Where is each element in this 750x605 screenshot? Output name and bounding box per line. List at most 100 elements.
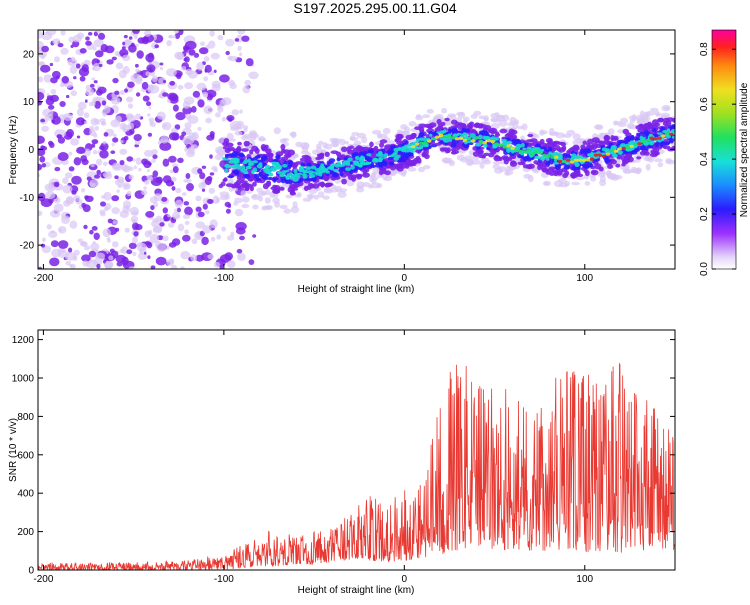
- signal-blob: [237, 141, 242, 146]
- noise-blob: [209, 219, 218, 229]
- noise-blob: [210, 52, 220, 60]
- noise-blob: [192, 90, 201, 98]
- signal-blob: [267, 152, 274, 159]
- signal-blob: [510, 140, 518, 146]
- signal-blob: [521, 123, 528, 131]
- noise-blob: [186, 183, 194, 192]
- signal-blob: [613, 153, 618, 158]
- noise-blob: [102, 141, 107, 145]
- noise-blob: [128, 174, 134, 180]
- signal-blob: [571, 181, 580, 186]
- signal-blob: [241, 135, 249, 141]
- noise-blob: [184, 122, 192, 129]
- noise-blob: [127, 122, 135, 130]
- noise-blob: [167, 92, 178, 101]
- peak-blob: [550, 155, 555, 159]
- signal-blob: [474, 133, 479, 137]
- signal-blob: [260, 190, 266, 196]
- noise-blob: [161, 122, 172, 131]
- signal-blob: [440, 121, 446, 126]
- signal-blob: [254, 147, 260, 154]
- signal-blob: [405, 147, 412, 151]
- noise-blob: [65, 260, 71, 266]
- noise-blob: [99, 118, 106, 123]
- signal-blob: [573, 170, 580, 175]
- noise-blob: [149, 120, 154, 125]
- signal-blob: [262, 183, 269, 190]
- peak-blob: [419, 141, 424, 145]
- noise-blob: [145, 71, 151, 77]
- peak-blob: [669, 132, 674, 136]
- noise-blob: [206, 175, 213, 182]
- noise-blob: [138, 167, 142, 172]
- signal-blob: [248, 162, 255, 166]
- noise-blob: [64, 172, 73, 179]
- noise-blob: [182, 101, 191, 109]
- signal-blob: [558, 178, 567, 184]
- signal-blob: [549, 172, 555, 176]
- signal-blob: [527, 157, 532, 162]
- signal-blob: [234, 197, 243, 204]
- peak-blob: [562, 160, 567, 164]
- signal-blob: [450, 113, 457, 121]
- noise-blob: [97, 86, 107, 94]
- peak-blob: [554, 155, 559, 159]
- signal-blob: [462, 116, 470, 122]
- noise-blob: [61, 215, 71, 225]
- noise-blob: [121, 256, 129, 266]
- noise-blob: [94, 174, 101, 179]
- signal-blob: [313, 171, 320, 175]
- noise-blob: [143, 186, 147, 190]
- signal-blob: [594, 124, 602, 130]
- noise-blob: [143, 149, 154, 157]
- peak-blob: [601, 154, 607, 158]
- noise-blob: [128, 36, 133, 40]
- noise-blob: [214, 154, 223, 161]
- noise-blob: [190, 254, 198, 262]
- signal-blob: [553, 162, 560, 165]
- signal-blob: [504, 172, 510, 176]
- peak-blob: [498, 143, 503, 147]
- noise-blob: [169, 169, 174, 174]
- noise-blob: [174, 208, 178, 213]
- noise-blob: [62, 177, 69, 185]
- signal-blob: [540, 130, 548, 135]
- noise-blob: [88, 32, 93, 36]
- noise-blob: [119, 210, 129, 219]
- noise-blob: [90, 242, 100, 251]
- noise-blob: [186, 178, 192, 184]
- noise-blob: [70, 138, 80, 146]
- signal-blob: [422, 153, 428, 157]
- spectrogram-xtick-label: -100: [214, 273, 234, 284]
- noise-blob: [54, 56, 60, 63]
- noise-blob: [63, 113, 73, 121]
- noise-blob: [195, 221, 206, 229]
- noise-blob: [167, 214, 171, 218]
- noise-blob: [88, 250, 97, 258]
- colorbar: 0.0 0.2 0.4 0.6 0.8 Normalized spectral ampl…: [699, 29, 750, 276]
- signal-blob: [623, 169, 633, 174]
- noise-blob: [41, 163, 47, 168]
- signal-blob: [613, 120, 618, 126]
- noise-blob: [159, 141, 172, 151]
- signal-blob: [266, 180, 271, 185]
- signal-blob: [366, 153, 372, 157]
- peak-blob: [661, 134, 666, 138]
- noise-blob: [149, 196, 158, 204]
- signal-blob: [483, 117, 489, 122]
- noise-blob: [236, 248, 243, 254]
- signal-blob: [274, 185, 281, 191]
- noise-blob: [111, 195, 120, 202]
- colorbar-tick-label: 0.4: [699, 152, 710, 166]
- signal-blob: [636, 132, 641, 137]
- snr-ytick-label: 800: [17, 412, 34, 423]
- noise-blob: [180, 266, 185, 269]
- signal-blob: [535, 143, 541, 148]
- noise-blob: [153, 34, 157, 38]
- signal-blob: [282, 163, 288, 168]
- noise-blob: [144, 230, 151, 238]
- signal-blob: [397, 147, 402, 150]
- peak-blob: [462, 138, 468, 142]
- signal-blob: [509, 129, 518, 135]
- signal-blob: [483, 152, 489, 157]
